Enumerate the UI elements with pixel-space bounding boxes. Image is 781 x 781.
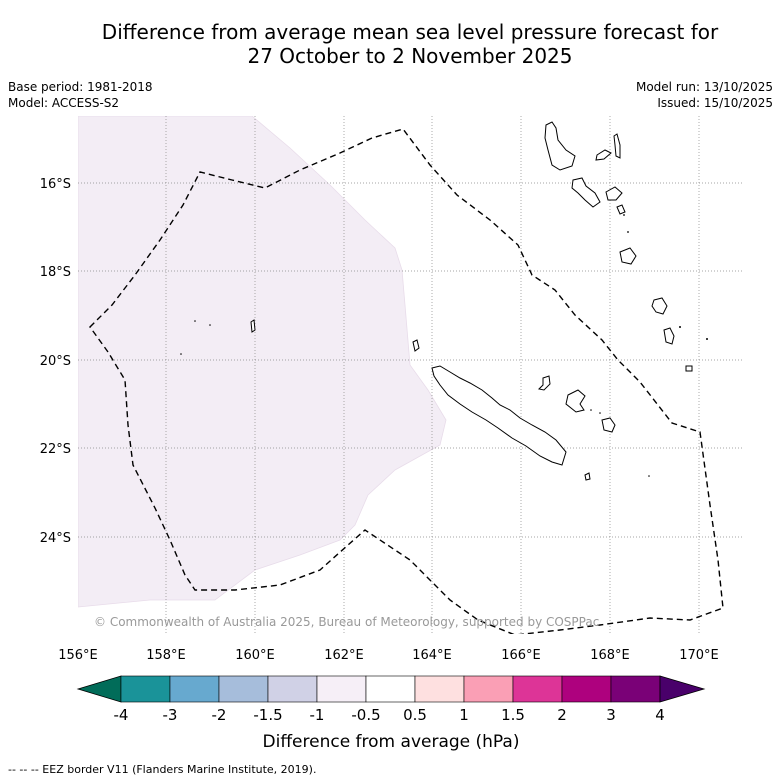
colorbar-segment xyxy=(365,675,416,703)
malekula xyxy=(571,177,601,208)
map-title: Difference from average mean sea level p… xyxy=(40,20,780,68)
colorbar-tick-label: -3 xyxy=(163,706,178,724)
colorbar-tick-label: -1 xyxy=(310,706,325,724)
colorbar-over-arrow xyxy=(659,675,706,703)
colorbar-segment xyxy=(120,675,171,703)
islet-b xyxy=(209,324,211,326)
lifou xyxy=(565,389,586,413)
eez-border xyxy=(89,128,724,634)
title-line-1: Difference from average mean sea level p… xyxy=(101,20,719,44)
title-line-2: 27 October to 2 November 2025 xyxy=(247,44,573,68)
isle-of-pines xyxy=(584,472,591,481)
colorbar-tick-label: -1.5 xyxy=(253,706,282,724)
islet-a xyxy=(194,320,196,322)
islet-e xyxy=(627,231,629,233)
lat-label-18s: 18°S xyxy=(40,265,71,280)
eez-legend: -- -- -- EEZ border V11 (Flanders Marine… xyxy=(8,763,317,776)
belep-islands xyxy=(412,339,420,352)
colorbar-segment xyxy=(218,675,269,703)
gridlines xyxy=(78,116,743,634)
ambrym xyxy=(605,186,623,201)
colorbar-segment xyxy=(512,675,563,703)
colorbar-tick-label: -0.5 xyxy=(351,706,380,724)
islet-j xyxy=(648,475,650,477)
colorbar-segment xyxy=(463,675,514,703)
lat-labels: 16°S 18°S 20°S 22°S 24°S xyxy=(40,177,71,546)
chesterfield-islets xyxy=(250,319,256,333)
colorbar-segment xyxy=(414,675,465,703)
islet-f xyxy=(679,326,681,328)
lat-label-16s: 16°S xyxy=(40,177,71,192)
model-name: Model: ACCESS-S2 xyxy=(8,96,120,110)
lon-label-164e: 164°E xyxy=(412,648,452,663)
base-period: Base period: 1981-2018 xyxy=(8,80,153,94)
colorbar-segment xyxy=(316,675,367,703)
issued-date: Issued: 15/10/2025 xyxy=(657,96,773,110)
model-run: Model run: 13/10/2025 xyxy=(635,80,773,94)
colorbar-tick-label: -2 xyxy=(212,706,227,724)
ouvea xyxy=(537,375,551,391)
mare xyxy=(601,417,616,433)
colorbar-segments xyxy=(120,675,661,703)
lon-label-160e: 160°E xyxy=(235,648,275,663)
pressure-anomaly-region xyxy=(78,116,447,608)
lat-label-22s: 22°S xyxy=(40,442,71,457)
meta-right: Model run: 13/10/2025 Issued: 15/10/2025 xyxy=(636,79,773,111)
colorbar-tick-label: 1 xyxy=(459,706,469,724)
islet-d xyxy=(623,214,625,216)
colorbar-segment xyxy=(169,675,220,703)
new-caledonia xyxy=(431,365,567,466)
colorbar-title: Difference from average (hPa) xyxy=(263,732,520,752)
colorbar-tick-label: 4 xyxy=(655,706,665,724)
colorbar-segment xyxy=(561,675,612,703)
colorbar-tick-label: 2 xyxy=(557,706,567,724)
espiritu-santo xyxy=(544,121,576,171)
lat-label-20s: 20°S xyxy=(40,354,71,369)
islet-i xyxy=(599,412,601,414)
epi xyxy=(616,204,626,215)
colorbar-tick-label: 0.5 xyxy=(403,706,427,724)
colorbar-ticks: -4 -3 -2 -1.5 -1 -0.5 0.5 1 1.5 2 3 4 xyxy=(114,706,665,724)
colorbar-tick-label: 1.5 xyxy=(501,706,525,724)
colorbar-segment xyxy=(610,675,661,703)
lon-label-168e: 168°E xyxy=(590,648,630,663)
lon-label-158e: 158°E xyxy=(146,648,186,663)
lon-label-170e: 170°E xyxy=(679,648,719,663)
colorbar: -4 -3 -2 -1.5 -1 -0.5 0.5 1 1.5 2 3 4 Difference fr… xyxy=(76,675,706,752)
islet-c xyxy=(180,353,182,355)
ambae xyxy=(595,149,612,161)
colorbar-tick-label: 3 xyxy=(606,706,616,724)
tanna xyxy=(663,327,675,345)
aneityum xyxy=(685,365,693,372)
meta-left: Base period: 1981-2018 Model: ACCESS-S2 xyxy=(8,79,153,111)
lon-label-156e: 156°E xyxy=(58,648,98,663)
efate xyxy=(619,247,637,265)
colorbar-segment xyxy=(267,675,318,703)
lat-label-24s: 24°S xyxy=(40,531,71,546)
colorbar-under-arrow xyxy=(76,675,122,703)
lon-label-166e: 166°E xyxy=(501,648,541,663)
lon-labels: 156°E 158°E 160°E 162°E 164°E 166°E 168°… xyxy=(58,648,719,663)
erromango xyxy=(651,297,668,315)
maewo xyxy=(613,133,621,159)
islet-g xyxy=(706,338,708,340)
islet-h xyxy=(590,409,592,411)
colorbar-tick-label: -4 xyxy=(114,706,129,724)
copyright-text: © Commonwealth of Australia 2025, Bureau… xyxy=(94,615,599,629)
lon-label-162e: 162°E xyxy=(324,648,364,663)
small-islets xyxy=(180,214,708,477)
